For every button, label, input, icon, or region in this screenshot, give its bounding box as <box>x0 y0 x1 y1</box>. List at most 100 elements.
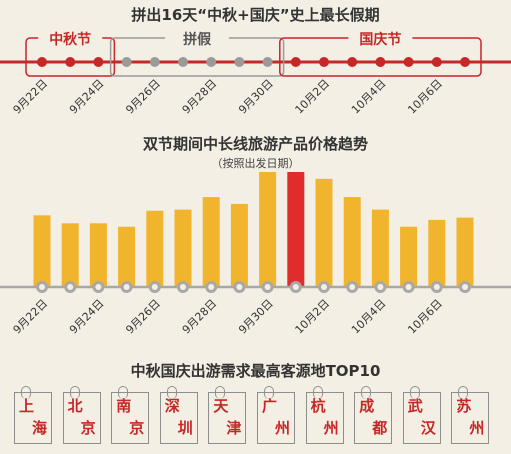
timeline-dot <box>375 57 386 67</box>
timeline-dot <box>319 57 329 67</box>
holiday-timeline: 中秋节 拼假 国庆节 9月22日 9月24日 9月26日 9月28日 9月30日 10月2日 10… <box>0 30 511 117</box>
timeline-dot <box>149 57 160 67</box>
city-card: 天津 <box>208 386 247 444</box>
city-card: 上海 <box>14 386 52 444</box>
timeline-segment-label-0: 中秋节 <box>49 31 91 48</box>
bar-node-center <box>433 284 440 290</box>
timeline-dot <box>65 57 76 67</box>
city-card: 南京 <box>111 386 150 444</box>
x-tick-group: 9月30日 <box>236 297 276 337</box>
timeline-label-bg-0 <box>38 30 103 48</box>
timeline-label-bg-1 <box>165 30 230 48</box>
city-card: 杭州 <box>305 386 344 444</box>
x-tick-label: 9月30日 <box>236 297 276 337</box>
x-tick-label: 9月26日 <box>123 297 163 337</box>
city-name-char-2: 汉 <box>420 419 436 437</box>
top10-cities: 上海北京南京深圳天津广州杭州成都武汉苏州 <box>14 386 504 448</box>
bar <box>174 209 192 286</box>
timeline-dot <box>121 57 132 67</box>
timeline-segment-label-2: 国庆节 <box>359 31 401 48</box>
city-name-char-2: 津 <box>226 419 242 437</box>
bar <box>287 172 305 286</box>
timeline-segment-label-1: 拼假 <box>183 31 212 48</box>
timeline-dot <box>460 57 470 67</box>
x-tick-group: 9月26日 <box>123 297 163 337</box>
price-trend-chart: 9月22日 9月24日 9月26日 9月28日 9月30日 10月2日 10月4日 10月6日 <box>0 172 511 337</box>
city-name-char-1: 成 <box>359 397 375 415</box>
bar-node-center <box>208 284 215 290</box>
bar-node-center <box>39 284 45 290</box>
x-tick-group: 10月6日 <box>405 297 445 337</box>
city-name-char-1: 上 <box>19 397 35 415</box>
timeline-date-label: 10月6日 <box>405 77 445 117</box>
timeline-date-label-group: 10月2日 <box>293 77 333 117</box>
bar <box>230 203 248 286</box>
timeline-date-label: 9月28日 <box>180 77 220 117</box>
bar-node-center <box>292 284 299 290</box>
x-tick-label: 9月22日 <box>11 297 51 337</box>
timeline-dot <box>178 57 188 67</box>
bar <box>202 197 220 286</box>
bar-node-center <box>377 284 384 290</box>
bar <box>371 209 389 286</box>
city-name-char-1: 广 <box>262 397 278 415</box>
bar <box>89 223 107 286</box>
city-name-char-2: 圳 <box>177 419 193 437</box>
timeline-date-label-group: 10月6日 <box>405 77 445 117</box>
city-name-char-1: 杭 <box>310 397 326 415</box>
city-name-char-1: 北 <box>67 397 83 415</box>
x-tick-label: 9月24日 <box>67 297 107 337</box>
city-name-char-1: 天 <box>213 397 229 415</box>
bar <box>146 210 164 286</box>
x-tick-group: 10月2日 <box>293 297 333 337</box>
bar-node-center <box>321 284 327 290</box>
x-tick-group: 9月28日 <box>180 297 220 337</box>
city-card: 武汉 <box>402 386 441 444</box>
x-tick-label: 9月28日 <box>180 297 220 337</box>
city-name-char-2: 京 <box>80 419 96 437</box>
bar-node-center <box>264 284 271 290</box>
bar-node-center <box>123 284 130 290</box>
x-tick-label: 10月2日 <box>293 297 333 337</box>
bar <box>259 172 277 286</box>
timeline-date-label: 9月22日 <box>11 77 51 117</box>
timeline-date-label-group: 9月30日 <box>236 77 276 117</box>
bar <box>428 219 446 286</box>
cities-title: 中秋国庆出游需求最高客源地TOP10 <box>130 362 381 380</box>
city-name-char-1: 苏 <box>456 397 472 415</box>
timeline-date-label-group: 9月22日 <box>11 77 51 117</box>
bar <box>315 178 333 286</box>
bar-node-center <box>151 284 158 290</box>
city-name-char-2: 州 <box>469 419 485 437</box>
city-name-char-2: 州 <box>323 419 339 437</box>
bar <box>456 217 474 286</box>
bar <box>61 223 79 286</box>
city-name-char-2: 京 <box>129 419 145 437</box>
timeline-label-bg-2 <box>348 30 413 48</box>
chart-title: 双节期间中长线旅游产品价格趋势 <box>142 135 368 153</box>
bar <box>33 215 51 286</box>
bar-node-center <box>405 284 412 290</box>
bar-node-center <box>67 284 74 290</box>
timeline-dot <box>262 57 273 67</box>
timeline-date-label: 10月4日 <box>349 77 389 117</box>
timeline-date-label: 9月26日 <box>123 77 163 117</box>
timeline-dot <box>347 57 358 67</box>
city-name-char-1: 武 <box>407 397 423 415</box>
x-tick-label: 10月6日 <box>405 297 445 337</box>
timeline-dot <box>431 57 442 67</box>
bar <box>400 226 418 286</box>
timeline-dot <box>93 57 104 67</box>
x-tick-group: 9月22日 <box>11 297 51 337</box>
city-card: 广州 <box>257 386 295 444</box>
city-card: 苏州 <box>451 386 490 444</box>
chart-subtitle: （按照出发日期） <box>211 157 300 170</box>
timeline-date-label-group: 9月28日 <box>180 77 220 117</box>
city-name-char-2: 都 <box>372 419 388 437</box>
bar-node-center <box>180 284 186 290</box>
city-name-char-1: 深 <box>164 397 180 415</box>
timeline-date-label: 9月30日 <box>236 77 276 117</box>
timeline-dot <box>403 57 414 67</box>
x-tick-label: 10月4日 <box>349 297 389 337</box>
